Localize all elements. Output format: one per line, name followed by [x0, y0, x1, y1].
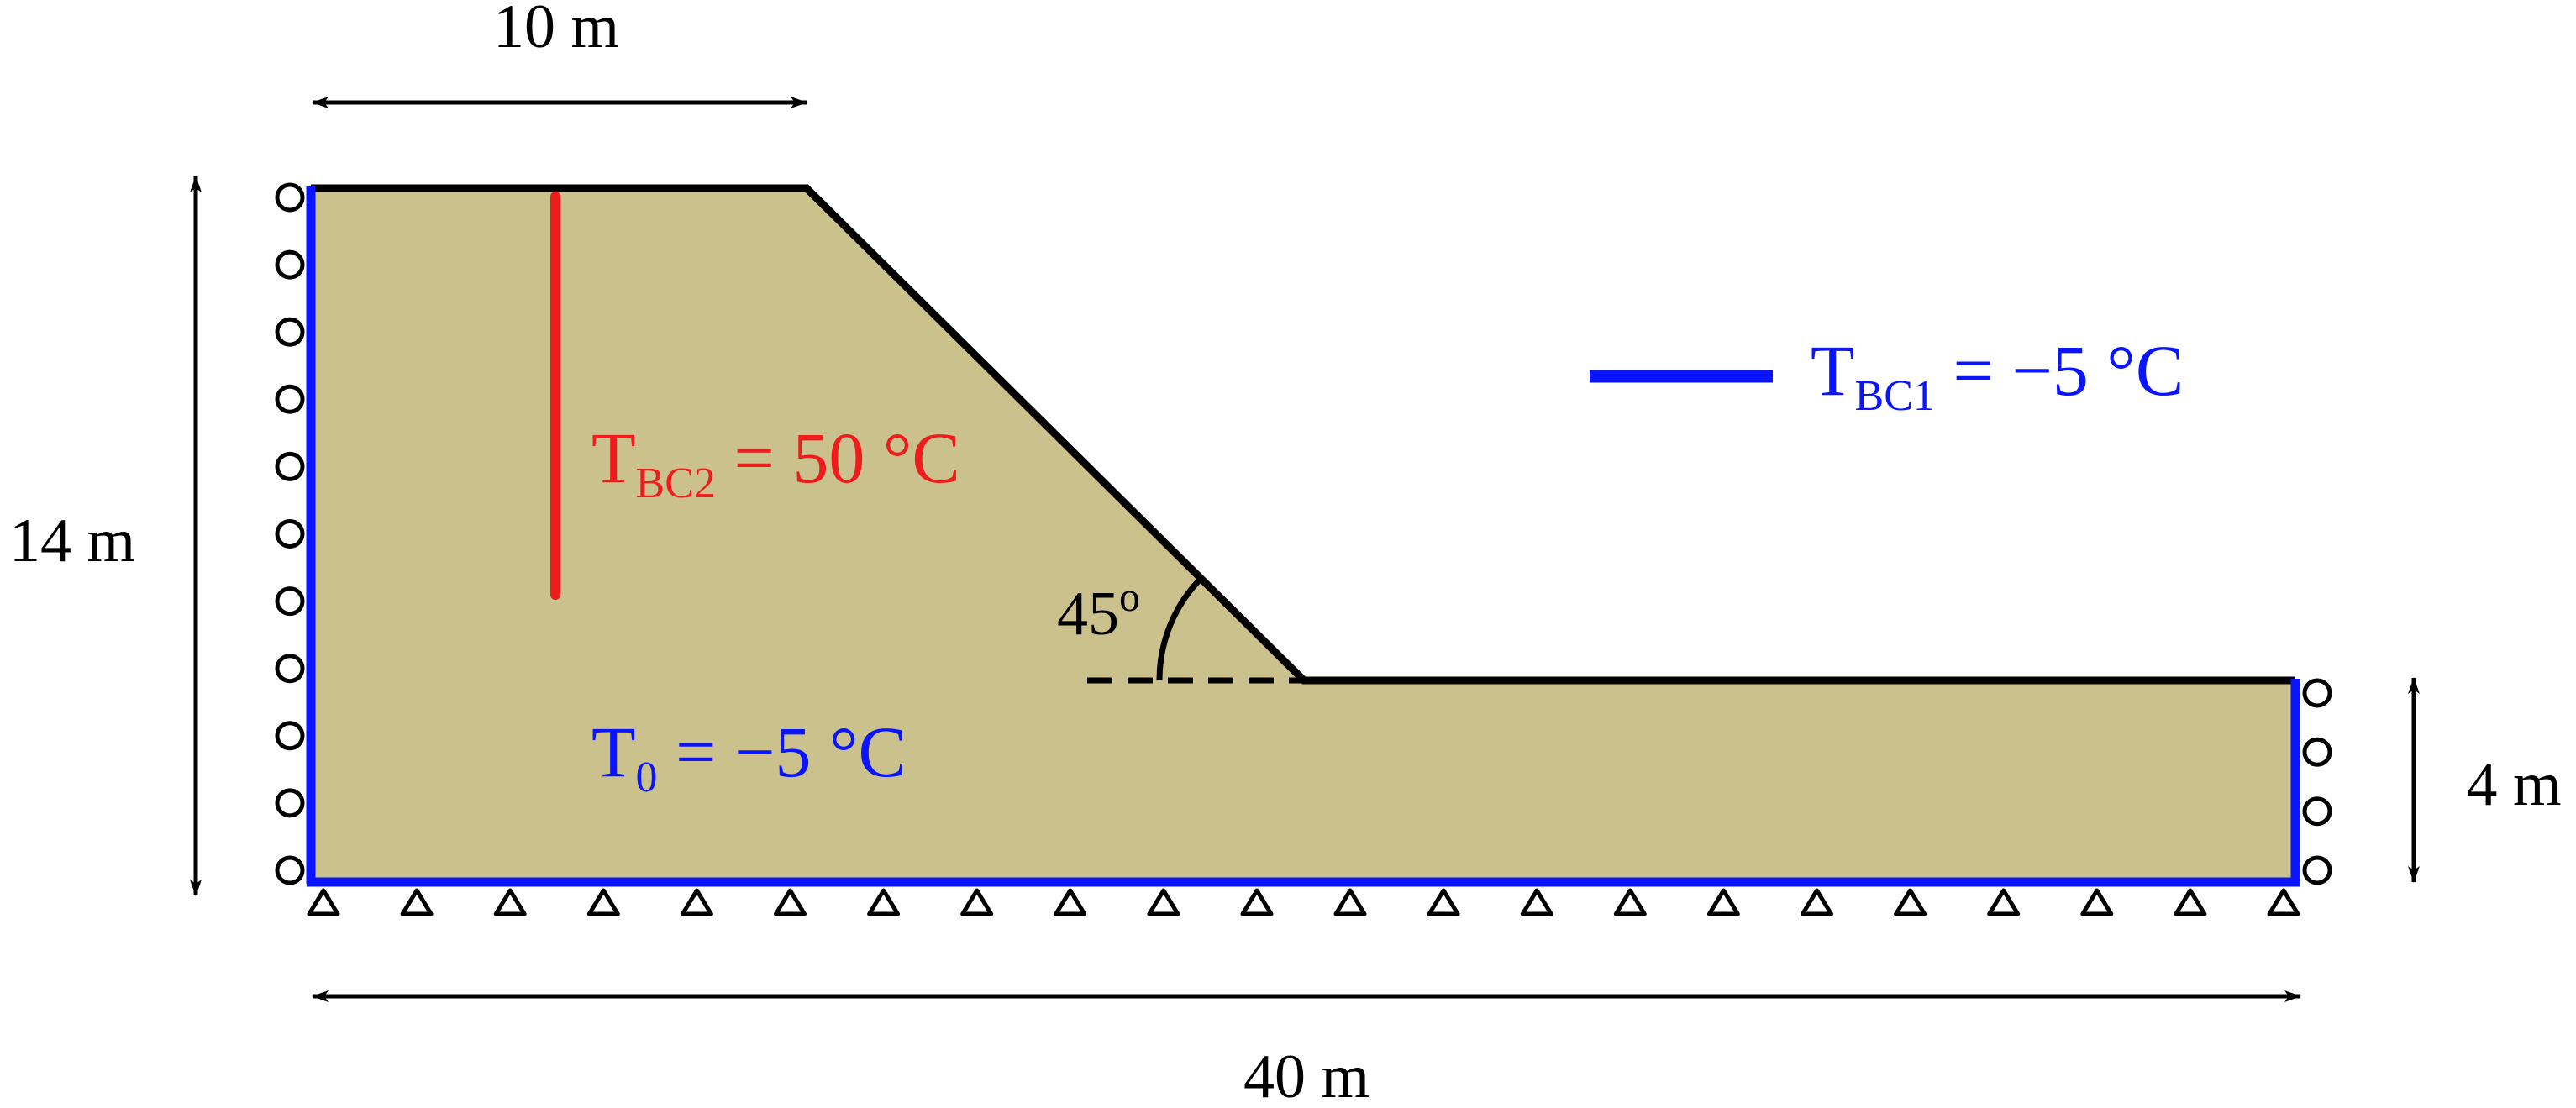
legend-boundary-bc: TBC1 = −5 °C [1811, 330, 2184, 420]
heater-bc-symbol: T [591, 417, 636, 498]
pin-support-triangle [307, 888, 340, 916]
right-roller-supports [2302, 678, 2332, 885]
roller-support-circle [2302, 737, 2332, 767]
pin-support-triangle [1520, 888, 1553, 916]
angle-value: 45 [1057, 580, 1119, 649]
roller-support-circle [275, 182, 305, 213]
pin-support-triangle [1987, 888, 2021, 916]
soil-domain [311, 188, 2295, 882]
pin-support-triangle [774, 888, 807, 916]
pin-support-triangle [1613, 888, 1647, 916]
pin-support-triangle [1801, 888, 1833, 916]
roller-support-circle [275, 586, 305, 617]
pin-support-triangle [1240, 888, 1274, 916]
pin-support-triangle [1427, 888, 1460, 916]
boundary-bc-subscript: BC1 [1855, 372, 1935, 420]
roller-support-circle [275, 519, 305, 549]
angle-arc [1156, 575, 1204, 681]
pin-support-triangle [960, 888, 994, 916]
roller-support-circle [275, 451, 305, 481]
label-total-width: 40 m [1243, 1042, 1369, 1104]
heater-bc-value: = 50 °C [716, 417, 960, 498]
roller-support-circle [275, 249, 305, 280]
label-slope-angle: 45o [1057, 573, 1140, 649]
label-right-height: 4 m [2466, 750, 2561, 819]
pin-support-triangle [1706, 888, 1740, 916]
pin-support-triangle [493, 888, 527, 916]
pin-support-triangle [2174, 888, 2207, 916]
roller-support-circle [2302, 796, 2332, 827]
initial-temp-subscript: 0 [636, 754, 658, 801]
pin-support-triangle [2267, 888, 2300, 916]
roller-support-circle [275, 654, 305, 684]
label-left-height: 14 m [9, 507, 135, 575]
roller-support-circle [275, 721, 305, 751]
initial-temp-value: = −5 °C [658, 712, 907, 792]
pin-support-triangle [867, 888, 901, 916]
roller-support-circle [275, 317, 305, 347]
pin-support-triangle [586, 888, 620, 916]
pin-support-triangle [1147, 888, 1180, 916]
boundary-bc-symbol: T [1811, 330, 1855, 411]
angle-unit: o [1119, 573, 1140, 620]
pin-support-triangle [680, 888, 713, 916]
roller-support-circle [275, 855, 305, 885]
pin-support-triangle [1894, 888, 1927, 916]
roller-support-circle [275, 384, 305, 414]
initial-temp-symbol: T [591, 712, 636, 792]
left-roller-supports [275, 182, 305, 885]
roller-support-circle [2302, 855, 2332, 885]
pin-support-triangle [1333, 888, 1367, 916]
pin-support-triangle [1054, 888, 1087, 916]
boundary-bc-value: = −5 °C [1935, 330, 2184, 411]
label-initial-temp: T0 = −5 °C [591, 712, 907, 801]
ground-surface [311, 184, 2295, 685]
label-heater-bc: TBC2 = 50 °C [591, 417, 960, 507]
pin-support-triangle [400, 888, 434, 916]
roller-support-circle [2302, 678, 2332, 708]
label-top-width: 10 m [493, 0, 619, 61]
heater-bc-subscript: BC2 [636, 459, 716, 507]
roller-support-circle [275, 788, 305, 818]
bottom-pin-supports [307, 888, 2300, 916]
pin-support-triangle [2080, 888, 2114, 916]
